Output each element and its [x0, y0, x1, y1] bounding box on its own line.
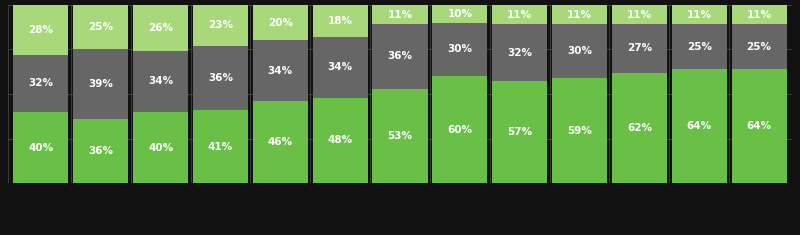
Bar — [74, 5, 128, 49]
Text: 41%: 41% — [208, 142, 233, 152]
Text: 36%: 36% — [88, 146, 114, 156]
Text: 39%: 39% — [88, 79, 114, 89]
Text: 11%: 11% — [686, 10, 712, 20]
Bar — [552, 24, 607, 78]
Text: 48%: 48% — [327, 135, 353, 145]
Text: 18%: 18% — [328, 16, 353, 26]
Bar — [74, 49, 128, 119]
Text: 32%: 32% — [29, 78, 54, 88]
Bar — [253, 101, 308, 183]
Bar — [612, 24, 667, 73]
Bar — [612, 5, 667, 24]
Bar — [492, 24, 547, 82]
Bar — [313, 98, 368, 183]
Bar — [133, 5, 188, 51]
Text: 28%: 28% — [29, 25, 54, 35]
Text: 11%: 11% — [567, 10, 592, 20]
Bar — [253, 5, 308, 40]
Bar — [373, 5, 427, 24]
Bar — [133, 51, 188, 112]
Bar — [492, 82, 547, 183]
Bar — [731, 24, 786, 69]
Text: 36%: 36% — [208, 73, 233, 83]
Bar — [193, 5, 248, 46]
Text: 11%: 11% — [627, 10, 652, 20]
Bar — [313, 37, 368, 98]
Text: 40%: 40% — [148, 143, 173, 153]
Bar — [193, 46, 248, 110]
Text: 25%: 25% — [88, 22, 114, 32]
Text: 34%: 34% — [327, 62, 353, 72]
Bar — [373, 89, 427, 183]
Bar — [193, 110, 248, 183]
Text: 11%: 11% — [746, 10, 771, 20]
Text: 46%: 46% — [268, 137, 293, 147]
Bar — [731, 69, 786, 183]
Text: 30%: 30% — [447, 44, 472, 54]
Bar — [612, 73, 667, 183]
Bar — [74, 119, 128, 183]
Text: 59%: 59% — [567, 126, 592, 136]
Bar — [672, 24, 726, 69]
Text: 40%: 40% — [28, 143, 54, 153]
Bar — [432, 23, 487, 76]
Bar — [672, 5, 726, 24]
Text: 27%: 27% — [627, 43, 652, 53]
Text: 36%: 36% — [387, 51, 413, 62]
Bar — [313, 5, 368, 37]
Bar — [552, 5, 607, 24]
Text: 25%: 25% — [686, 42, 712, 52]
Bar — [14, 112, 69, 183]
Bar — [14, 5, 69, 55]
Text: 64%: 64% — [686, 121, 712, 131]
Text: 32%: 32% — [507, 48, 532, 58]
Text: 64%: 64% — [746, 121, 772, 131]
Text: 11%: 11% — [507, 10, 532, 20]
Text: 20%: 20% — [268, 18, 293, 27]
Bar — [253, 40, 308, 101]
Text: 53%: 53% — [387, 131, 413, 141]
Bar — [731, 5, 786, 24]
Text: 34%: 34% — [148, 77, 173, 86]
Text: 60%: 60% — [447, 125, 472, 135]
Bar — [492, 5, 547, 24]
Bar — [373, 24, 427, 89]
Text: 57%: 57% — [507, 127, 532, 137]
Bar — [552, 78, 607, 183]
Bar — [432, 76, 487, 183]
Bar — [133, 112, 188, 183]
Text: 25%: 25% — [746, 42, 771, 52]
Text: 30%: 30% — [567, 46, 592, 56]
Text: 62%: 62% — [627, 123, 652, 133]
Bar — [14, 55, 69, 112]
Bar — [672, 69, 726, 183]
Text: 10%: 10% — [447, 9, 472, 19]
Text: 34%: 34% — [268, 66, 293, 76]
Bar — [432, 5, 487, 23]
Text: 23%: 23% — [208, 20, 233, 30]
Text: 26%: 26% — [148, 23, 173, 33]
Text: 11%: 11% — [387, 10, 413, 20]
